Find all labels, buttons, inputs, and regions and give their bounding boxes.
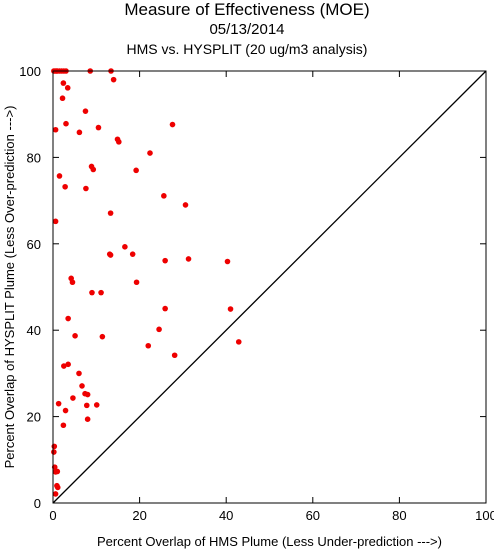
data-point (52, 218, 59, 225)
data-point (110, 76, 117, 83)
data-point (99, 333, 106, 340)
data-point (145, 342, 152, 349)
x-tick-label: 20 (132, 508, 146, 523)
data-point (116, 139, 122, 145)
data-point (52, 491, 59, 497)
y-tick-label: 80 (27, 150, 41, 165)
data-point (56, 173, 63, 179)
data-point (235, 339, 242, 345)
y-tick-label: 100 (19, 64, 41, 79)
data-point (224, 258, 231, 265)
data-point (133, 279, 140, 286)
x-tick-label: 40 (219, 508, 233, 523)
y-tick-label: 60 (27, 237, 41, 252)
data-point (65, 315, 71, 322)
data-point (93, 402, 100, 408)
data-point (122, 244, 128, 250)
plot-area-frame (52, 70, 487, 504)
data-point (156, 326, 162, 333)
data-point (54, 484, 61, 491)
data-point (55, 400, 62, 407)
x-tick-label: 60 (306, 508, 320, 523)
data-point (70, 395, 76, 401)
data-point (60, 80, 67, 86)
data-point (64, 85, 71, 91)
data-point (62, 183, 68, 190)
data-point (52, 469, 59, 475)
data-point (133, 167, 139, 174)
data-point (182, 202, 189, 208)
data-point (169, 121, 176, 128)
data-point (72, 333, 78, 339)
data-point (107, 252, 114, 258)
data-point (107, 210, 114, 216)
y-tick-label: 20 (27, 410, 41, 425)
data-point (98, 289, 104, 296)
data-point (76, 129, 83, 136)
data-point (60, 422, 67, 429)
data-point (95, 124, 102, 131)
x-tick-label: 0 (49, 508, 56, 523)
data-point (162, 305, 168, 312)
data-point (76, 370, 82, 377)
data-point (51, 449, 57, 455)
data-point (82, 108, 89, 114)
chart-title: Measure of Effectiveness (MOE) (124, 0, 370, 19)
x-axis-label: Percent Overlap of HMS Plume (Less Under… (97, 534, 442, 549)
y-tick-label: 40 (27, 323, 41, 338)
data-point (90, 166, 97, 173)
data-point (129, 251, 136, 257)
chart-subtitle: HMS vs. HYSPLIT (20 ug/m3 analysis) (126, 41, 368, 57)
x-tick-label: 100 (475, 508, 494, 523)
data-point (83, 402, 90, 409)
data-point (161, 193, 167, 199)
one-to-one-reference-line (52, 70, 487, 504)
data-point (162, 257, 168, 264)
data-point (59, 95, 66, 102)
data-point (227, 306, 234, 312)
data-point (89, 289, 95, 296)
data-point (83, 185, 89, 192)
data-point (65, 361, 71, 368)
data-point (61, 363, 67, 369)
data-point (69, 279, 76, 286)
data-point (84, 416, 91, 422)
chart-date: 05/13/2014 (209, 21, 285, 38)
data-point (63, 120, 69, 127)
data-point (171, 352, 178, 359)
data-point (79, 383, 85, 389)
data-point (51, 443, 58, 450)
data-point (147, 150, 153, 156)
y-tick-label: 0 (34, 496, 41, 511)
data-point (52, 126, 59, 133)
data-point (84, 391, 91, 398)
data-point (62, 407, 69, 414)
x-tick-label: 80 (392, 508, 406, 523)
y-axis-label: Percent Overlap of HYSPLIT Plume (Less O… (2, 106, 17, 469)
data-point (185, 256, 192, 262)
